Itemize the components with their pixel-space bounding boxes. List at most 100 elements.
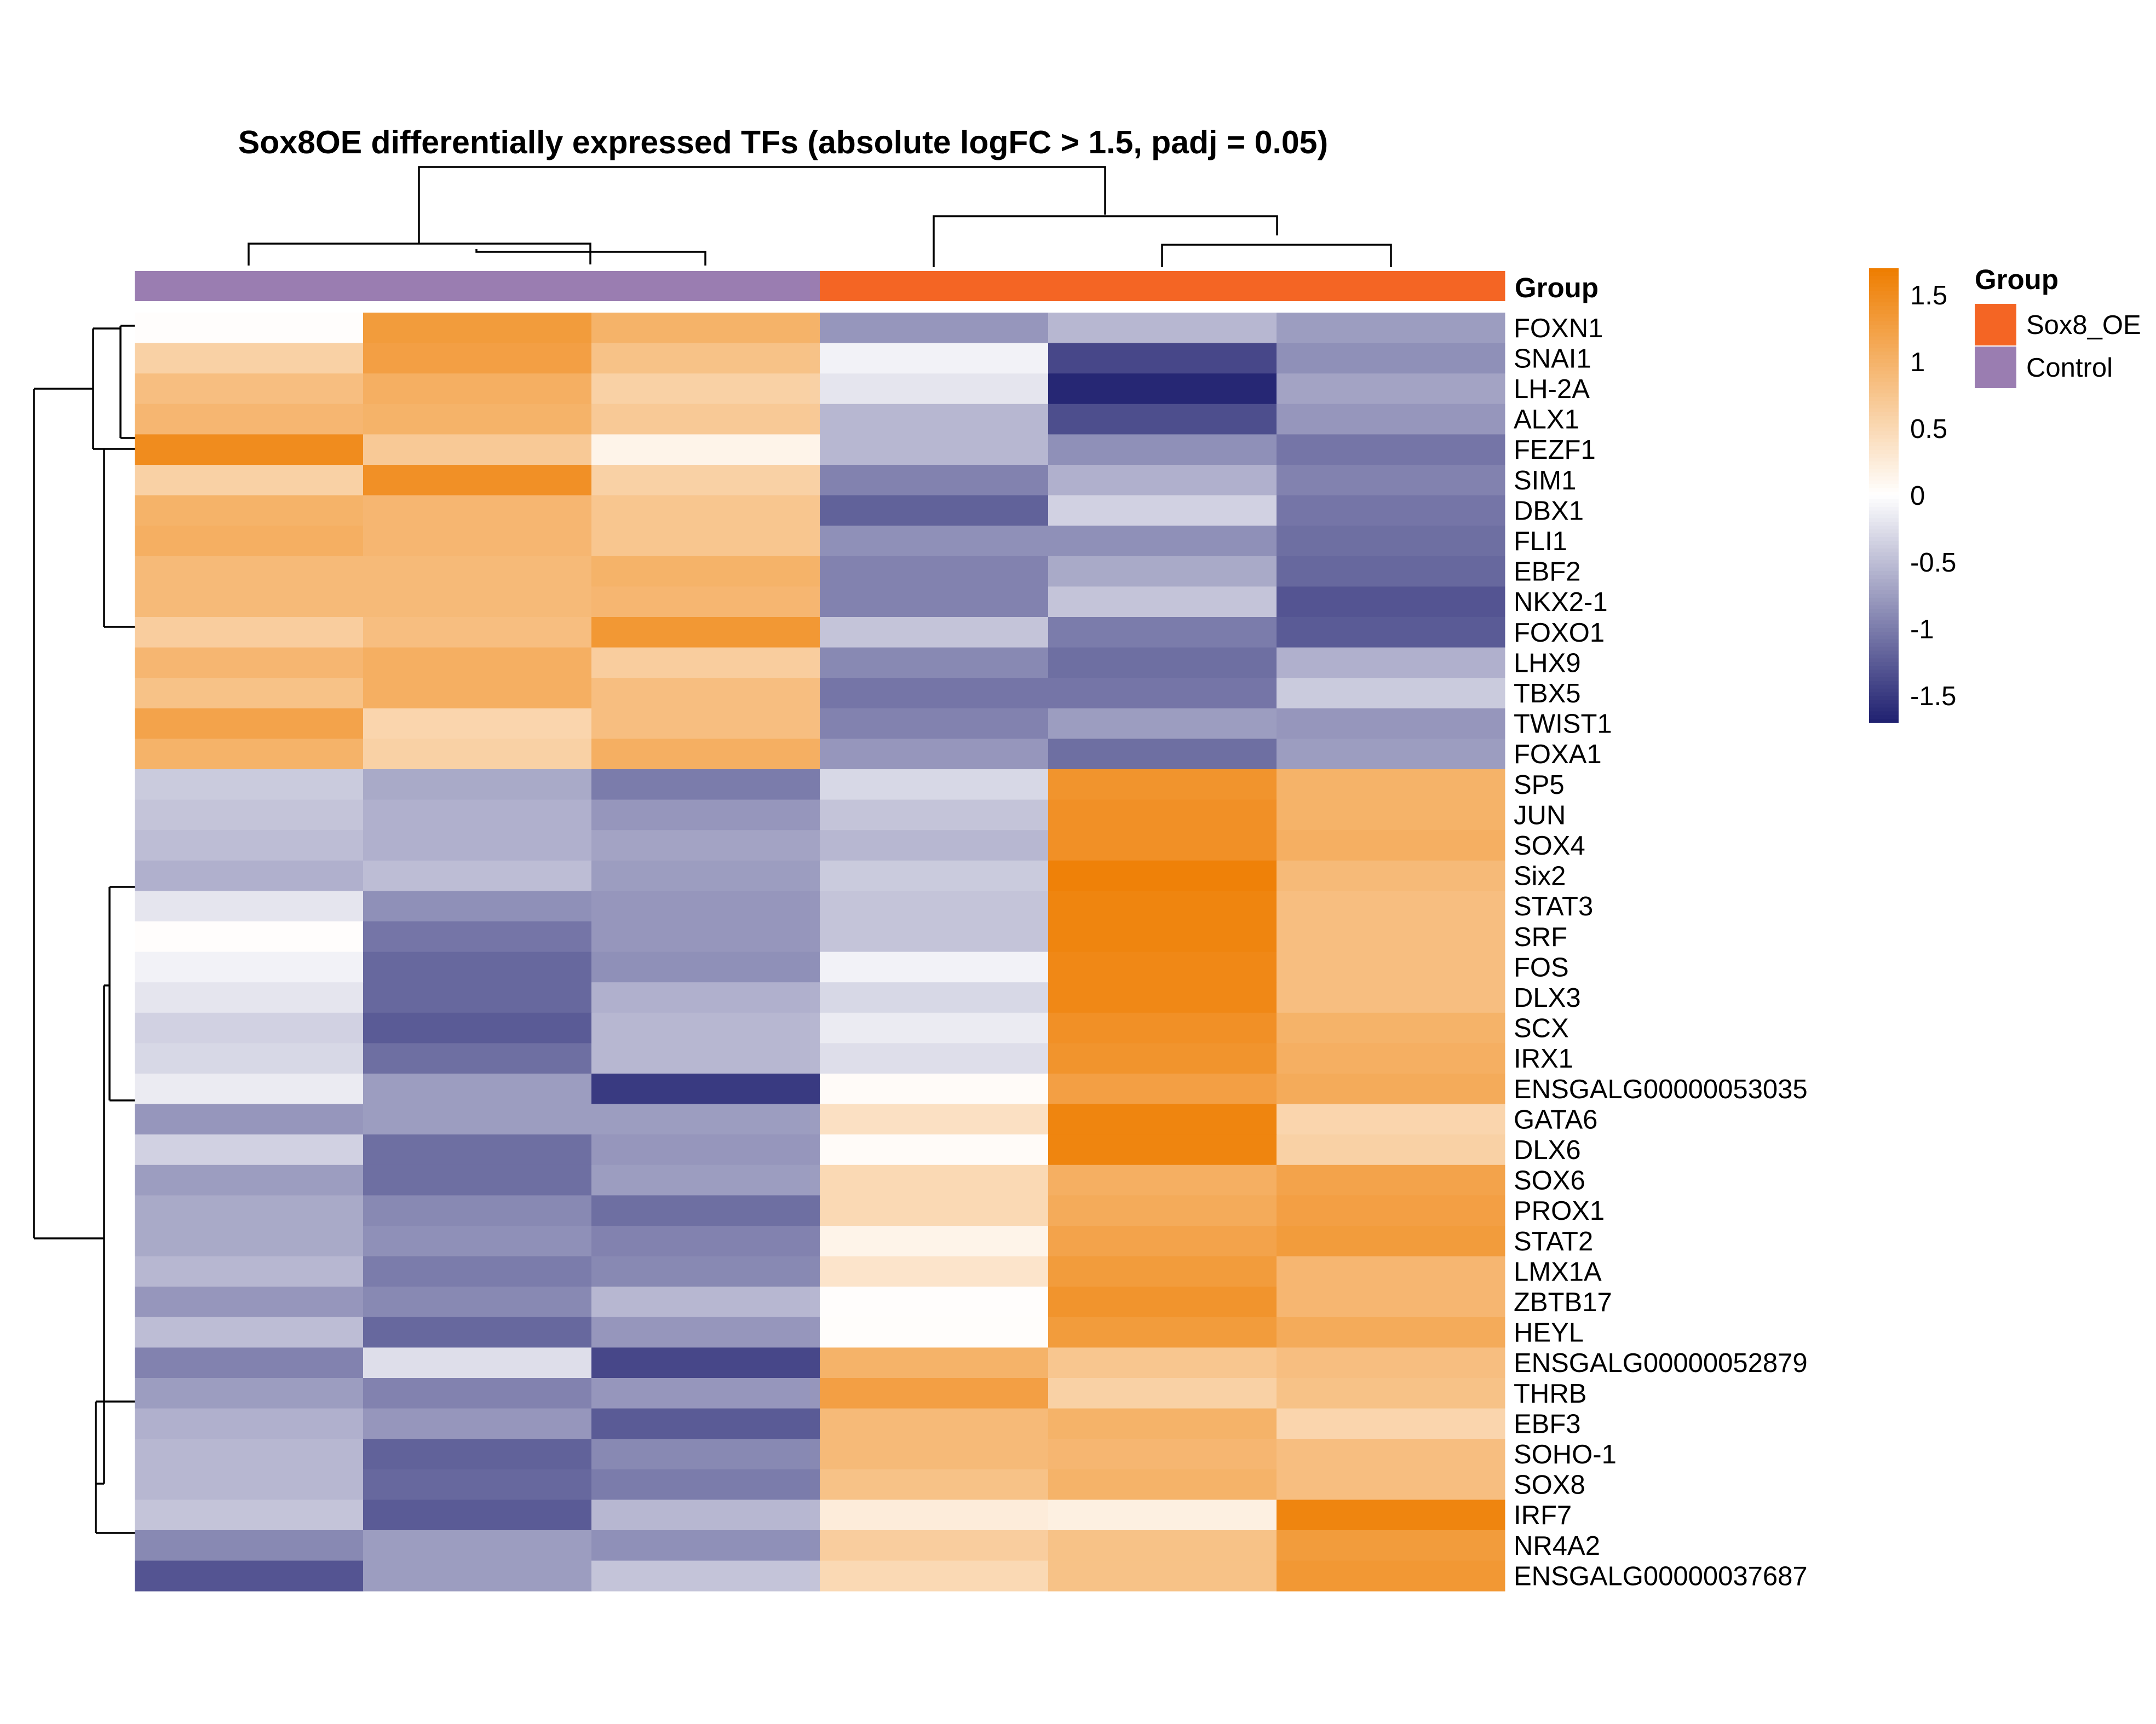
row-label: LHX9 bbox=[1514, 648, 1581, 678]
color-scale-step bbox=[1869, 442, 1899, 447]
heatmap-cell bbox=[820, 678, 1049, 709]
heatmap-cell bbox=[820, 526, 1049, 557]
heatmap-cell bbox=[363, 617, 592, 648]
heatmap-cell bbox=[820, 1378, 1049, 1409]
color-scale-step bbox=[1869, 571, 1899, 576]
color-scale-step bbox=[1869, 382, 1899, 387]
heatmap-cell bbox=[1277, 1134, 1505, 1166]
color-scale-step bbox=[1869, 461, 1899, 466]
heatmap-cell bbox=[135, 1195, 364, 1226]
chart-title: Sox8OE differentially expressed TFs (abs… bbox=[238, 124, 1328, 160]
color-scale-step bbox=[1869, 613, 1899, 618]
heatmap-cell bbox=[135, 1439, 364, 1470]
color-scale-step bbox=[1869, 654, 1899, 659]
color-scale-step bbox=[1869, 488, 1899, 492]
color-scale-tick-label: 1.5 bbox=[1910, 281, 1947, 310]
heatmap-cell bbox=[1048, 1378, 1277, 1409]
heatmap-cell bbox=[820, 799, 1049, 831]
color-scale-step bbox=[1869, 302, 1899, 307]
heatmap-cell bbox=[591, 1317, 820, 1348]
color-scale-step bbox=[1869, 677, 1899, 682]
heatmap-cell bbox=[820, 465, 1049, 496]
heatmap-cell bbox=[363, 1256, 592, 1287]
color-scale-step bbox=[1869, 635, 1899, 640]
heatmap-cell bbox=[1048, 465, 1277, 496]
heatmap-cell bbox=[820, 1469, 1049, 1500]
heatmap-cell bbox=[1048, 1164, 1277, 1196]
color-scale-step bbox=[1869, 552, 1899, 557]
heatmap-cell bbox=[135, 434, 364, 465]
color-scale-step bbox=[1869, 405, 1899, 409]
heatmap-cell bbox=[820, 1347, 1049, 1379]
color-scale-step bbox=[1869, 412, 1899, 417]
heatmap-cell bbox=[1048, 647, 1277, 678]
heatmap-cell bbox=[591, 891, 820, 922]
color-scale-step bbox=[1869, 344, 1899, 349]
color-scale-tick-label: 1 bbox=[1910, 348, 1925, 377]
color-scale-step bbox=[1869, 662, 1899, 667]
heatmap-cell bbox=[591, 373, 820, 405]
heatmap-cell bbox=[1277, 739, 1505, 770]
heatmap-cell bbox=[1277, 373, 1505, 405]
heatmap-cell bbox=[1048, 769, 1277, 800]
color-scale-step bbox=[1869, 480, 1899, 485]
color-scale-step bbox=[1869, 401, 1899, 405]
color-scale-step bbox=[1869, 556, 1899, 561]
row-label: TWIST1 bbox=[1514, 710, 1612, 739]
heatmap-cell bbox=[363, 1439, 592, 1470]
heatmap-cell bbox=[820, 556, 1049, 587]
heatmap-cell bbox=[363, 1012, 592, 1043]
color-scale-step bbox=[1869, 696, 1899, 701]
heatmap-cell bbox=[1048, 1469, 1277, 1500]
heatmap-cell bbox=[1048, 495, 1277, 526]
heatmap-cell bbox=[135, 739, 364, 770]
heatmap-cell bbox=[135, 830, 364, 861]
row-label: TBX5 bbox=[1514, 679, 1581, 708]
color-scale-step bbox=[1869, 484, 1899, 488]
color-scale-step bbox=[1869, 548, 1899, 553]
heatmap-cell bbox=[591, 1530, 820, 1561]
row-label: FEZF1 bbox=[1514, 435, 1596, 465]
color-scale-step bbox=[1869, 275, 1899, 280]
heatmap-cell bbox=[1277, 495, 1505, 526]
row-label: NKX2-1 bbox=[1514, 587, 1608, 617]
heatmap-cell bbox=[1048, 708, 1277, 739]
heatmap-cell bbox=[135, 526, 364, 557]
row-label: EBF3 bbox=[1514, 1409, 1581, 1439]
heatmap-cell bbox=[363, 1469, 592, 1500]
heatmap-cell bbox=[1277, 860, 1505, 891]
legend-entry-label: Control bbox=[2026, 353, 2113, 383]
color-scale-step bbox=[1869, 666, 1899, 670]
heatmap-cell bbox=[1277, 1074, 1505, 1105]
heatmap-cell bbox=[591, 708, 820, 739]
color-scale-step bbox=[1869, 279, 1899, 284]
heatmap-cell bbox=[1048, 1195, 1277, 1226]
color-scale-step bbox=[1869, 684, 1899, 689]
row-label: ZBTB17 bbox=[1514, 1288, 1612, 1317]
color-scale-bar bbox=[1869, 268, 1899, 723]
heatmap-cell bbox=[591, 982, 820, 1013]
heatmap-cell bbox=[591, 647, 820, 678]
heatmap-cell bbox=[1277, 1469, 1505, 1500]
color-scale-step bbox=[1869, 544, 1899, 549]
heatmap-cell bbox=[1048, 313, 1277, 344]
color-scale-step bbox=[1869, 495, 1899, 500]
legend-entry-label: Sox8_OE bbox=[2026, 310, 2141, 340]
heatmap-cell bbox=[1277, 1408, 1505, 1439]
color-scale-step bbox=[1869, 533, 1899, 538]
heatmap-cell bbox=[135, 1408, 364, 1439]
heatmap-cell bbox=[135, 982, 364, 1013]
color-scale-step bbox=[1869, 510, 1899, 515]
group-bar-segment bbox=[1277, 271, 1505, 301]
heatmap-cell bbox=[1277, 1317, 1505, 1348]
color-scale-step bbox=[1869, 268, 1899, 273]
heatmap-cell bbox=[363, 678, 592, 709]
heatmap-cell bbox=[135, 1469, 364, 1500]
heatmap-cell bbox=[591, 769, 820, 800]
heatmap-cell bbox=[363, 921, 592, 953]
color-scale-step bbox=[1869, 567, 1899, 572]
heatmap-cell bbox=[363, 708, 592, 739]
heatmap-cell bbox=[1277, 617, 1505, 648]
color-scale-step bbox=[1869, 492, 1899, 496]
heatmap-cell bbox=[591, 1134, 820, 1166]
